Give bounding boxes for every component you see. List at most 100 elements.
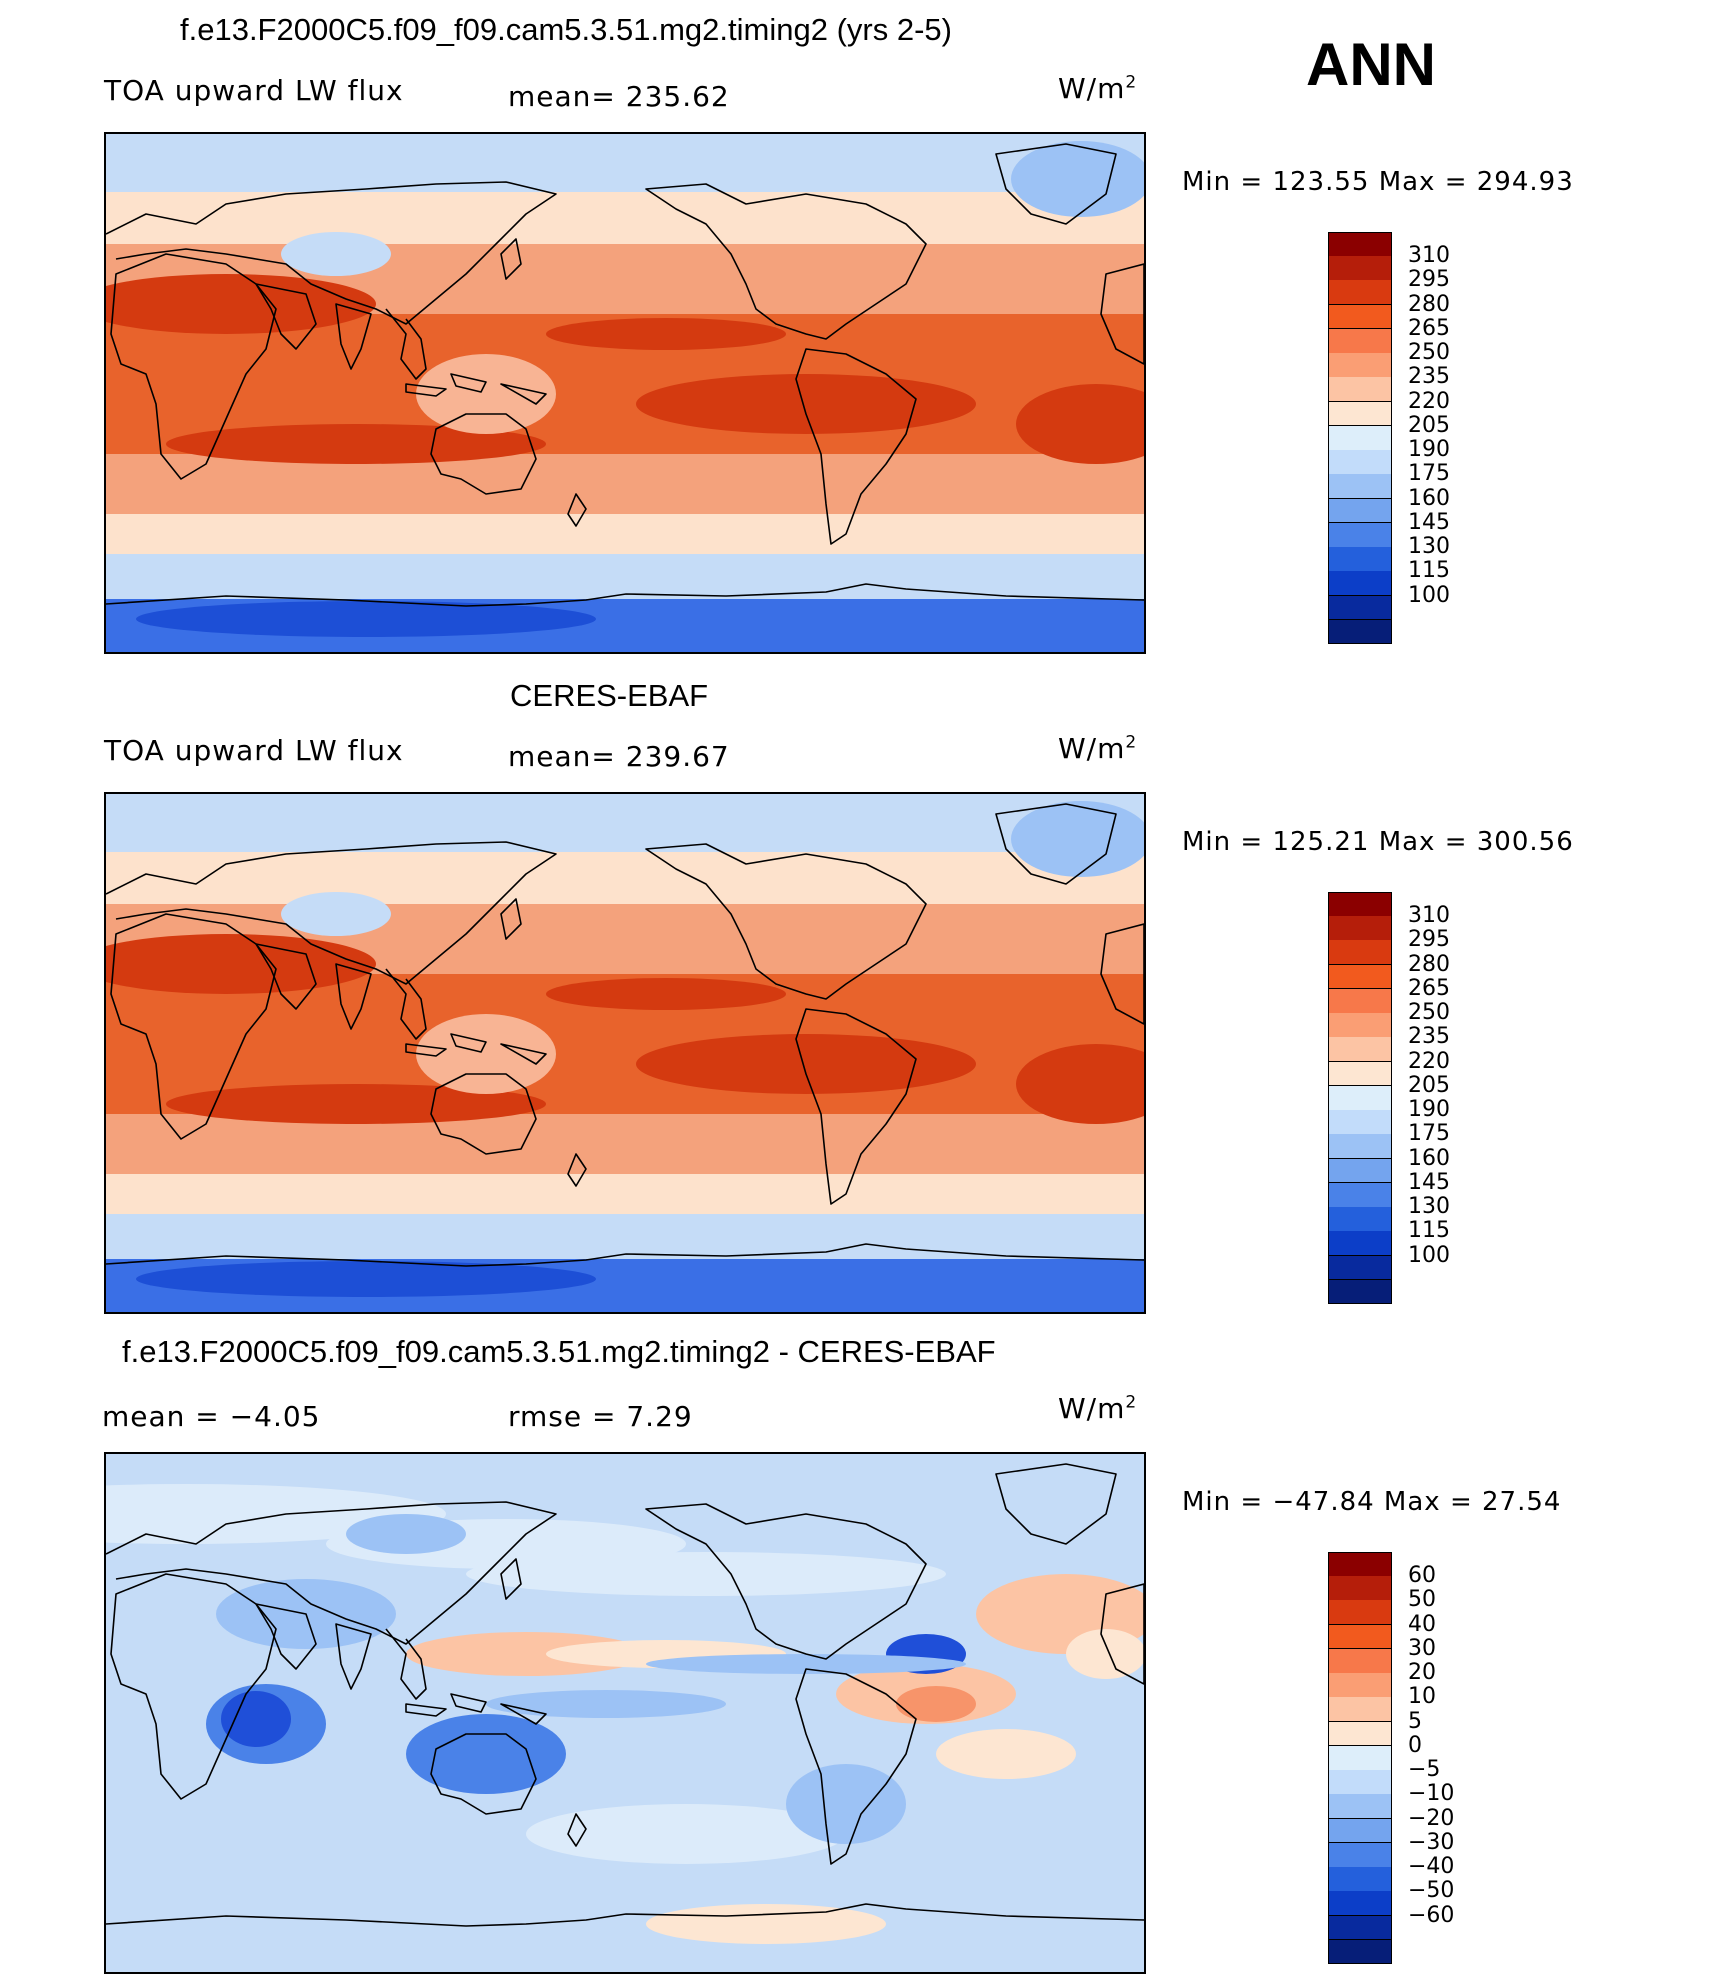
colorbar-swatch [1328,450,1392,475]
colorbar-swatch [1328,1600,1392,1626]
coastline [500,1703,547,1725]
diff-region [1066,1629,1144,1679]
colorbar-swatch [1328,595,1392,621]
warm-core-sahara [106,934,376,994]
coastline [106,1243,1144,1267]
coastline [255,1603,317,1670]
colorbar-swatch [1328,547,1392,572]
coastline [1100,1583,1144,1685]
colorbar-label: −60 [1408,1902,1455,1928]
coastline [385,1628,427,1700]
colorbar-swatch [1328,1013,1392,1038]
coastline [500,1558,522,1600]
panel2-mean: mean= 239.67 [508,740,730,773]
panel2-map [104,792,1146,1314]
colorbar-swatch [1328,498,1392,524]
band-highlat-s [106,1214,1144,1259]
colorbar-swatch [1328,1182,1392,1208]
band-subtrop-s [106,454,1144,514]
colorbar-label: 20 [1408,1660,1436,1686]
warm-core-npac [546,318,786,350]
colorbar-label: 115 [1408,1218,1450,1244]
panel2-variable: TOA upward LW flux [104,734,404,767]
warm-core-atlantic [1016,384,1144,464]
colorbar-label: 60 [1408,1563,1436,1589]
colorbar-swatch [1328,1915,1392,1941]
coastline [567,493,587,527]
panel1-title: f.e13.F2000C5.f09_f09.cam5.3.51.mg2.timi… [180,12,952,47]
colorbar-label: −10 [1408,1781,1455,1807]
panel2-colorbar: 310 295 280 265 250 235 220 205 190 175 160 145 130 1… [1328,892,1468,1305]
colorbar-label: −50 [1408,1878,1455,1904]
diff-region [646,1904,886,1944]
coastline [995,143,1117,225]
colorbar-label: 145 [1408,509,1450,535]
coastline [995,1463,1117,1545]
colorbar-swatch [1328,280,1392,306]
diff-region [896,1686,976,1722]
panel3-minmax: Min = −47.84 Max = 27.54 [1182,1487,1562,1517]
coastline [110,913,277,1140]
colorbar-label: 50 [1408,1587,1436,1613]
colorbar-label: 190 [1408,1097,1450,1123]
diff-region [346,1514,466,1554]
coastline [500,238,522,280]
coastline [110,1573,277,1800]
colorbar-label: 115 [1408,558,1450,584]
coastline [500,383,547,405]
colorbar-label: 175 [1408,461,1450,487]
coastline [255,943,317,1010]
band-midlat-n [106,852,1144,904]
colorbar-swatch [1328,1891,1392,1917]
warm-core-sind [166,424,546,464]
panel3-title: f.e13.F2000C5.f09_f09.cam5.3.51.mg2.timi… [122,1334,996,1369]
panel1-minmax: Min = 123.55 Max = 294.93 [1182,167,1574,197]
warm-core-pacific [636,1034,976,1094]
panel3-colorbar: 60 50 40 30 20 10 5 0 −5 −10 −20 −30 −40 −50 −60 [1328,1552,1468,1965]
colorbar-swatch [1328,474,1392,500]
colorbar-swatch [1328,1842,1392,1868]
colorbar-label: 220 [1408,1048,1450,1074]
cool-greenland [1011,801,1144,877]
diff-region [526,1804,846,1864]
coastline [106,1903,1144,1927]
colorbar-label: 250 [1408,1000,1450,1026]
colorbar-label: 220 [1408,388,1450,414]
colorbar-swatch [1328,916,1392,941]
panel3-mean: mean = −4.05 [102,1400,321,1433]
colorbar-swatch [1328,1867,1392,1892]
colorbar-label: 100 [1408,1242,1450,1268]
coastline [645,183,927,340]
band-highlat-s [106,554,1144,599]
colorbar-label: 250 [1408,340,1450,366]
colorbar-label: 295 [1408,267,1450,293]
colorbar-label: 265 [1408,975,1450,1001]
coastline [795,1008,917,1205]
colorbar-swatch [1328,1648,1392,1674]
coastline [1100,923,1144,1025]
coastline [385,308,427,380]
colorbar-swatch [1328,1576,1392,1601]
diff-region [221,1691,291,1747]
colorbar-swatch [1328,1279,1392,1305]
panel2-map-svg [106,794,1144,1312]
colorbar-label: −20 [1408,1805,1455,1831]
panel1-mean: mean= 235.62 [508,80,730,113]
colorbar-label: 295 [1408,927,1450,953]
colorbar-label: 100 [1408,582,1450,608]
coastline [430,1073,537,1155]
coastline [450,1033,487,1053]
colorbar-label: 10 [1408,1684,1436,1710]
coastline [385,968,427,1040]
coastline [335,963,372,1030]
diff-region [936,1729,1076,1779]
coastline [405,383,447,397]
coastline [567,1813,587,1847]
colorbar-swatch [1328,964,1392,990]
colorbar-label: 175 [1408,1121,1450,1147]
band-midlat-s [106,1174,1144,1214]
panel2-minmax: Min = 125.21 Max = 300.56 [1182,827,1574,857]
coastline [106,1501,557,1645]
panel2-title: CERES-EBAF [510,678,709,713]
cool-maritime [416,1014,556,1094]
